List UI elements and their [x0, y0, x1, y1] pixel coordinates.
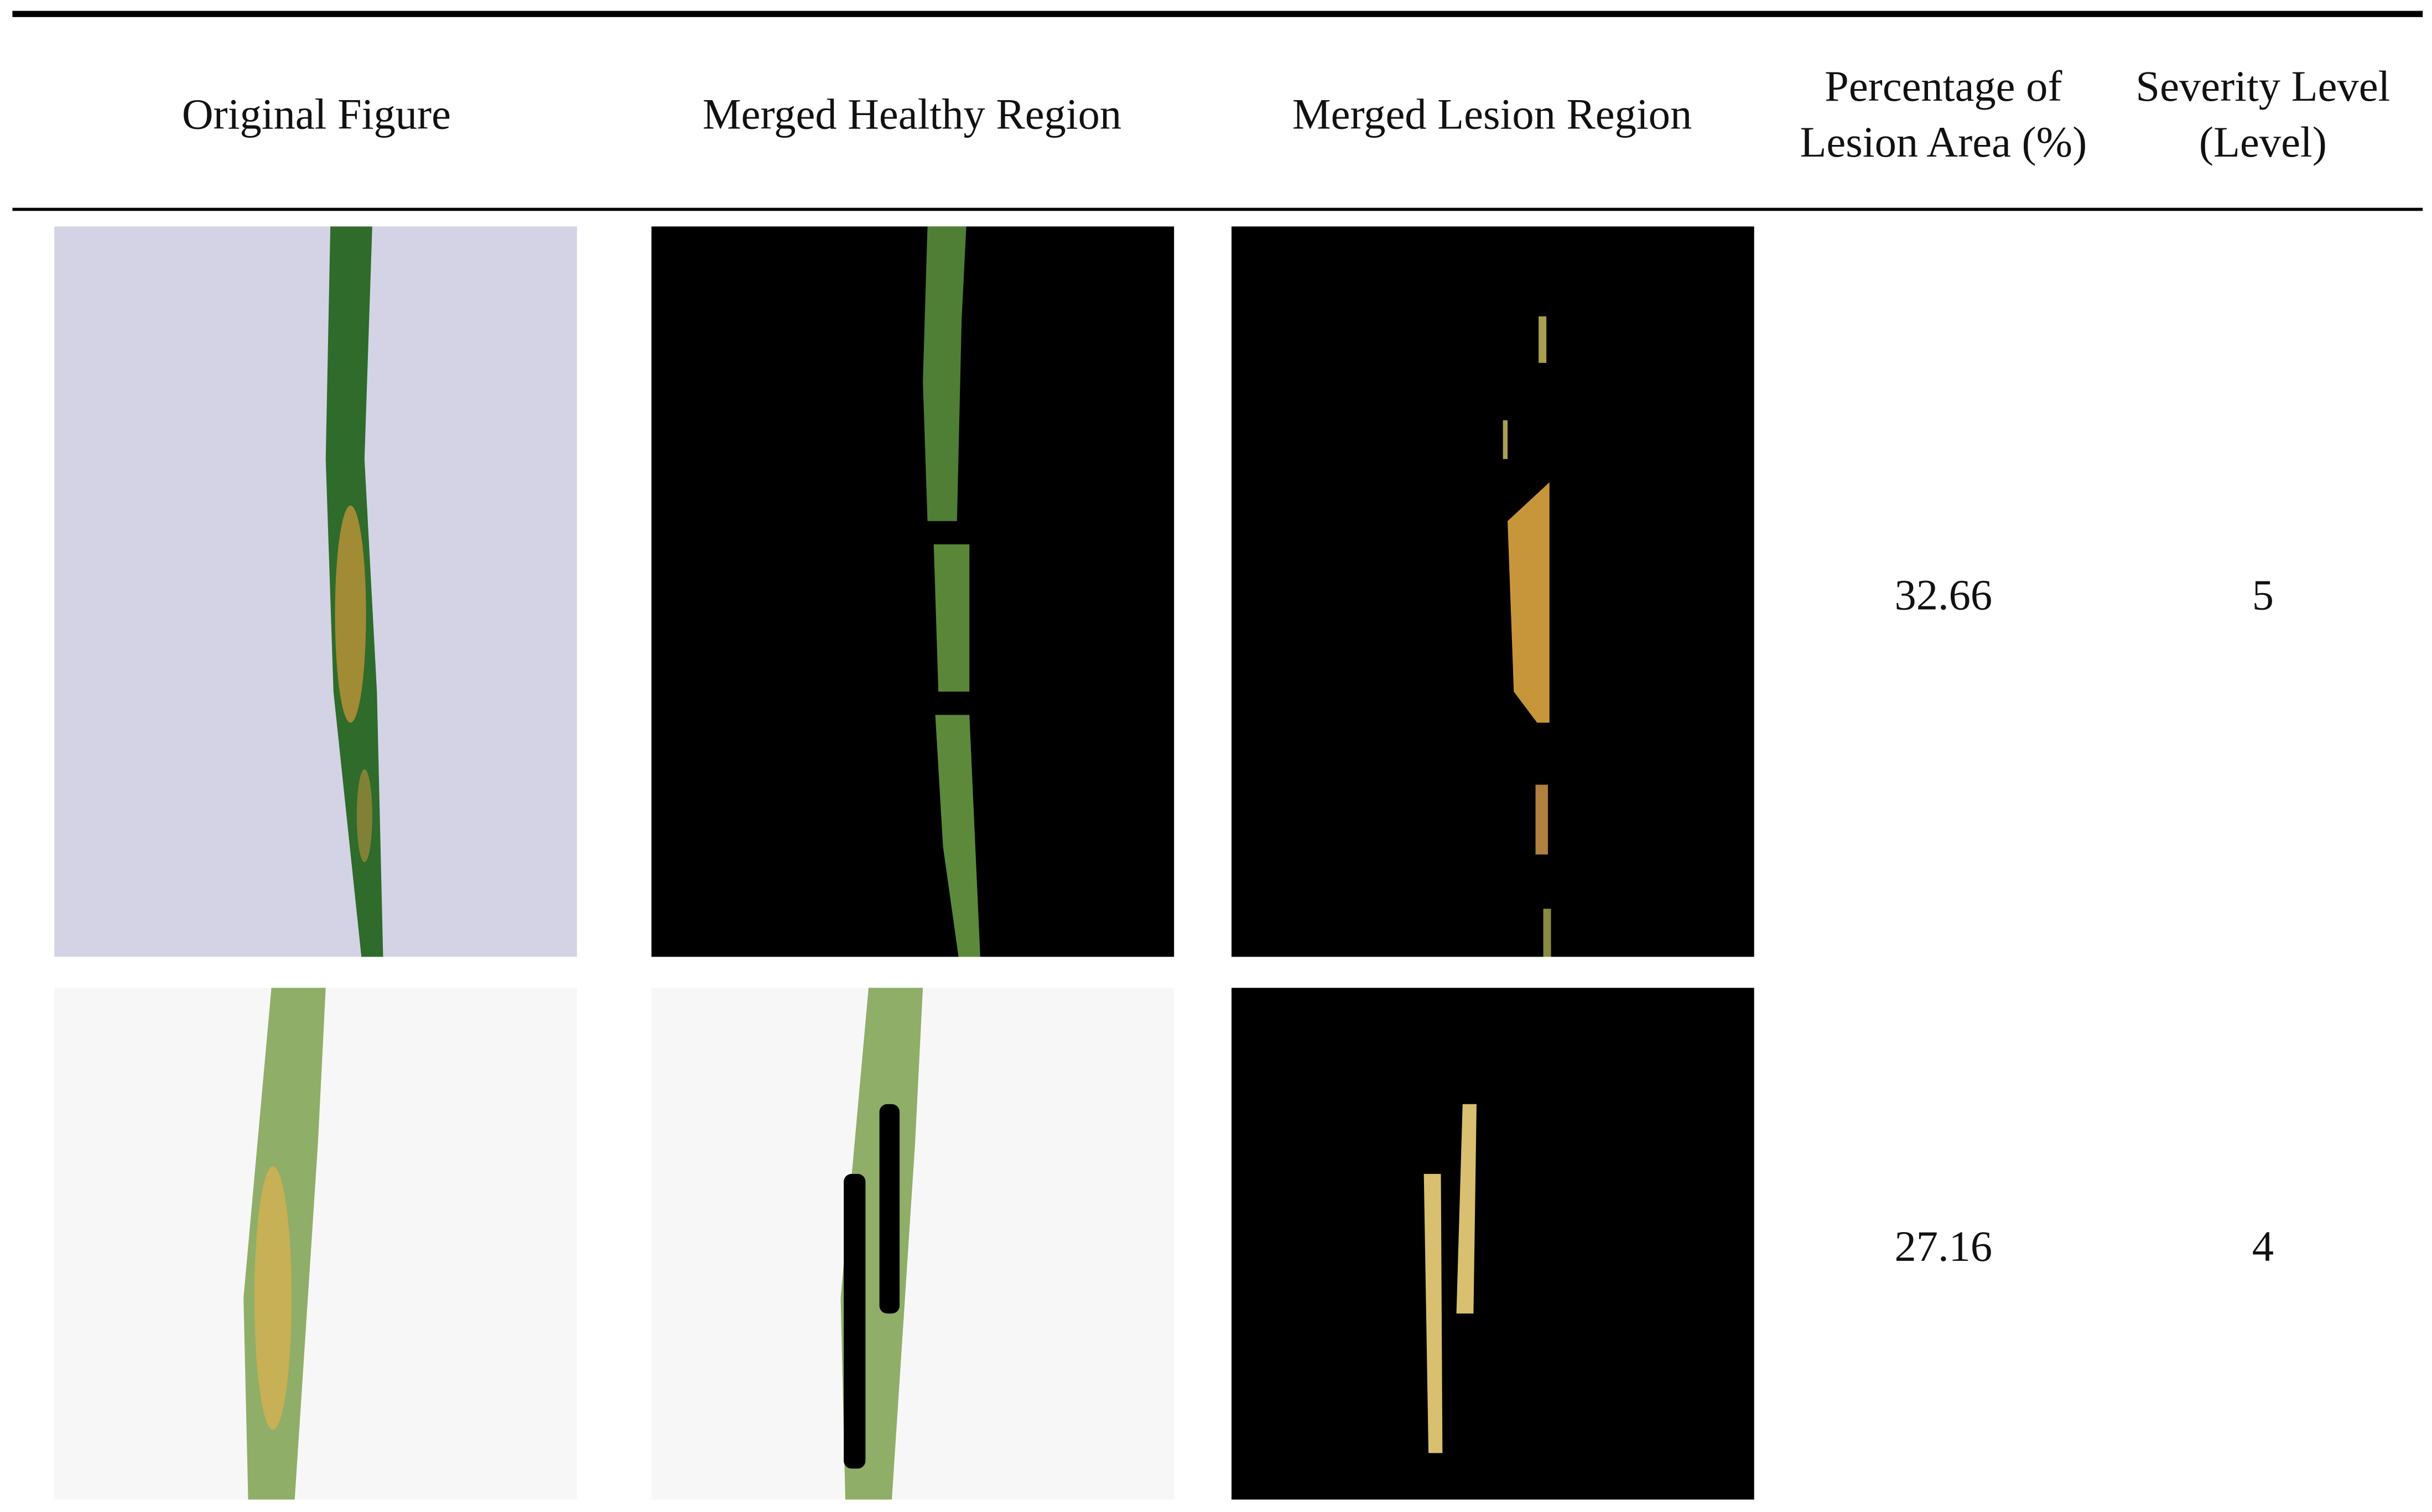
column-header: Severity Level (Level): [2135, 63, 2391, 168]
percentage-cell: 32.66: [1894, 572, 1993, 621]
healthy-region-image: [651, 988, 1175, 1500]
column-header: Merged Healthy Region: [702, 91, 1122, 140]
original-image: [54, 988, 577, 1500]
column-header: Percentage of Lesion Area (%): [1800, 63, 2087, 168]
top-rule: [12, 11, 2423, 17]
lesion-region-image: [1231, 988, 1754, 1500]
column-header: Merged Lesion Region: [1292, 91, 1692, 140]
severity-cell: 4: [2252, 1223, 2274, 1272]
header-rule: [12, 207, 2423, 211]
lesion-region-image: [1231, 226, 1754, 957]
column-header: Original Figure: [181, 91, 451, 140]
original-image: [54, 226, 577, 957]
percentage-cell: 27.16: [1894, 1223, 1993, 1272]
severity-cell: 5: [2252, 572, 2274, 621]
healthy-region-image: [651, 226, 1175, 957]
